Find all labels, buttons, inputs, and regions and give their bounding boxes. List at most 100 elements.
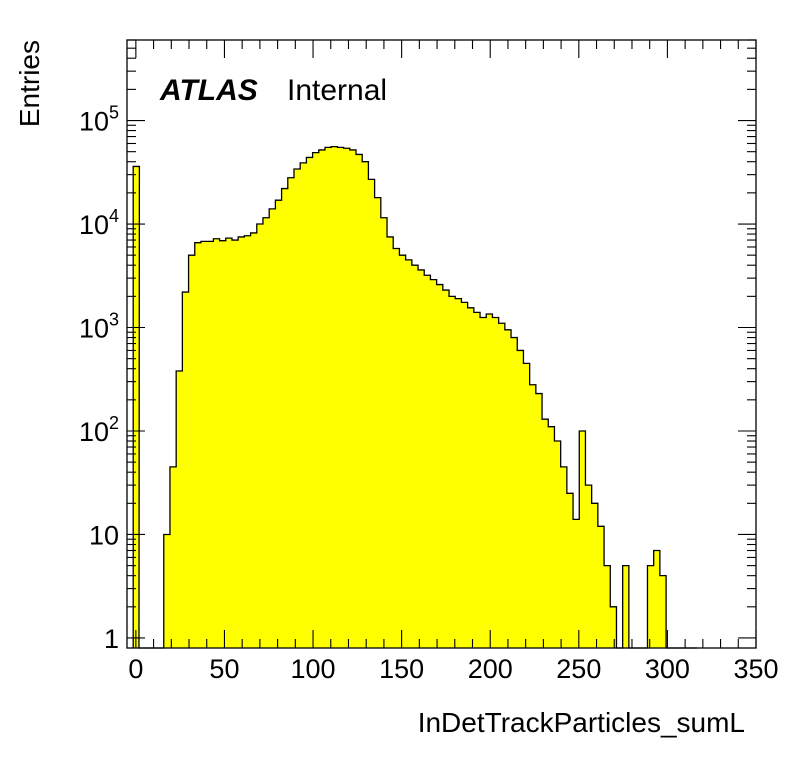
x-tick-label: 0 <box>128 654 143 684</box>
x-tick-label: 50 <box>209 654 239 684</box>
histogram-bin <box>256 224 264 648</box>
histogram-bin <box>312 152 320 648</box>
histogram-bin <box>343 148 351 648</box>
histogram-bin <box>486 314 493 648</box>
histogram-bin <box>368 179 375 648</box>
histogram-bin <box>480 317 487 648</box>
histogram-bin <box>262 217 270 649</box>
histogram-bin <box>591 503 599 648</box>
histogram-bin <box>275 200 282 649</box>
histogram-bin <box>325 147 332 648</box>
histogram-bin <box>647 565 654 648</box>
histogram-bin <box>287 177 295 649</box>
histogram-bin <box>294 169 301 648</box>
histogram-bin <box>300 162 307 648</box>
histogram-bin <box>231 240 239 649</box>
histogram-bin <box>498 323 506 648</box>
histogram-bars <box>133 146 667 649</box>
histogram-bin <box>188 255 196 649</box>
histogram-bin <box>387 236 394 648</box>
y-tick-labels: 1 10 102 103 104 105 <box>79 103 119 654</box>
histogram-bin <box>244 235 251 648</box>
histogram-bin <box>393 248 400 648</box>
histogram-outline <box>132 145 698 649</box>
histogram-bin <box>225 238 233 648</box>
histogram-bin <box>194 242 202 648</box>
histogram-bin <box>374 197 382 648</box>
histogram-bin <box>349 149 357 649</box>
y-tick-label: 105 <box>79 103 119 137</box>
x-tick-labels: 0 50 100 150 200 250 300 350 <box>128 654 778 684</box>
histogram-bin <box>238 236 245 648</box>
histogram-bin <box>133 166 140 648</box>
histogram-bin <box>250 232 258 648</box>
histogram-bin <box>604 565 611 648</box>
histogram-bin <box>523 363 530 648</box>
histogram-bin <box>337 147 344 648</box>
histogram-bin <box>504 329 512 648</box>
x-tick-label: 350 <box>733 654 778 684</box>
histogram-bin <box>362 161 369 648</box>
histogram-bin <box>424 275 431 648</box>
histogram-bin <box>467 307 475 648</box>
y-tick-label: 102 <box>79 413 119 447</box>
x-tick-label: 100 <box>291 654 336 684</box>
histogram-bin <box>511 337 518 648</box>
histogram-bin <box>269 208 276 648</box>
histogram-bin <box>182 292 189 648</box>
x-tick-label: 150 <box>379 654 424 684</box>
axis-ticks <box>127 39 757 648</box>
histogram-bin <box>281 188 289 648</box>
histogram-bin <box>560 466 568 648</box>
histogram-bin <box>318 149 326 649</box>
internal-label: Internal <box>287 74 387 107</box>
y-tick-label: 104 <box>79 206 119 240</box>
x-axis-title: InDetTrackParticles_sumL <box>418 707 745 738</box>
histogram-bin <box>517 350 524 648</box>
histogram-bin <box>207 241 214 648</box>
x-tick-label: 250 <box>556 654 601 684</box>
histogram-bin <box>579 430 586 648</box>
histogram-bin <box>573 519 580 648</box>
histogram-bin <box>653 550 661 648</box>
histogram-bin <box>399 255 406 649</box>
histogram-bin <box>442 290 450 648</box>
histogram-bin <box>597 526 605 648</box>
histogram-bin <box>331 146 338 648</box>
histogram-bin <box>200 241 208 648</box>
histogram-bin <box>176 370 183 648</box>
histogram-bin <box>566 493 574 648</box>
y-axis-title: Entries <box>14 40 45 127</box>
histogram-bin <box>163 534 171 648</box>
histogram-bin <box>219 240 227 648</box>
histogram-bin <box>585 485 592 648</box>
x-tick-label: 200 <box>468 654 513 684</box>
histogram-bin <box>430 279 437 648</box>
histogram-bin <box>622 565 630 648</box>
histogram-bin <box>306 157 313 648</box>
y-tick-label: 10 <box>89 520 119 550</box>
histogram-bin <box>455 298 462 648</box>
histogram-bin <box>449 296 456 648</box>
histogram-bin <box>535 393 543 648</box>
histogram-bin <box>418 269 425 648</box>
histogram-bin <box>529 384 537 648</box>
histogram-bin <box>436 284 444 648</box>
atlas-label: ATLAS <box>159 74 258 107</box>
histogram-bin <box>548 426 555 648</box>
histogram-bin <box>213 238 220 648</box>
histogram-bin <box>659 575 667 648</box>
histogram-bin <box>380 217 388 649</box>
histogram-bin <box>411 265 419 648</box>
histogram-bin <box>473 312 481 648</box>
histogram-bin <box>356 154 363 648</box>
histogram-bin <box>405 259 413 648</box>
x-tick-label: 300 <box>645 654 690 684</box>
histogram-bin <box>554 441 561 648</box>
histogram-bin <box>492 317 499 648</box>
histogram-bin <box>542 419 549 648</box>
histogram-bin <box>610 606 617 648</box>
histogram-bin <box>169 466 177 648</box>
y-tick-label: 103 <box>79 310 119 344</box>
